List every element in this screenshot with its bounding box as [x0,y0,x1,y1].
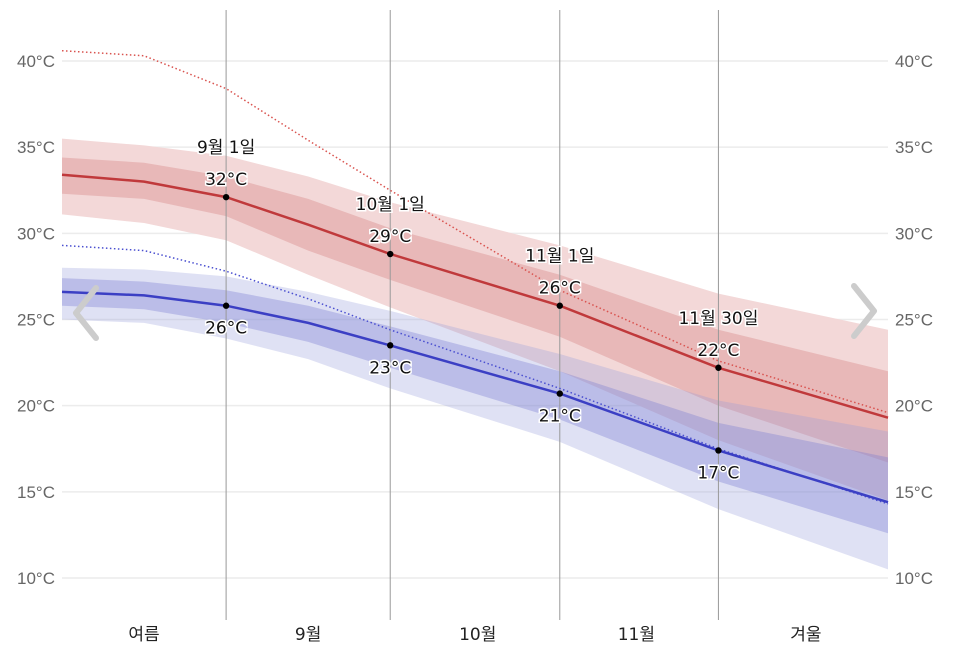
annotation-high: 26°C [539,279,581,299]
annotation-low: 17°C [697,463,739,483]
high-record-line [61,49,889,414]
y-axis-ticks: 10°C 10°C 15°C 15°C 20°C 20°C 25°C 25°C 30°C 30°C… [17,52,933,588]
y-tick-right: 35°C [895,138,933,157]
series-lines [61,49,889,505]
month-labels: 여름 9월 10월 11월 겨울 [128,625,821,645]
low-point [556,390,563,397]
month-label: 10월 [459,625,496,645]
annotation-low: 21°C [539,407,581,427]
bands [62,138,888,570]
y-tick-left: 10°C [17,569,55,588]
annotation-date: 9월 1일 [197,138,255,158]
y-tick-left: 40°C [17,52,55,71]
low-mean-line [61,290,889,504]
annotation-high: 32°C [205,170,247,190]
month-label: 겨울 [790,625,821,645]
low-record-line [61,244,889,505]
high-point [222,193,230,201]
y-tick-left: 35°C [17,138,55,157]
y-tick-right: 30°C [895,224,933,243]
chevron-left-icon[interactable] [73,285,99,341]
high-point [556,302,563,309]
annotation-date: 11월 1일 [525,247,594,267]
date-markers [225,10,719,620]
low-inner-band [62,278,888,534]
y-tick-left: 25°C [17,311,55,330]
low-point [715,447,722,454]
month-label: 9월 [295,625,321,645]
month-label: 11월 [618,625,655,645]
low-point [387,342,394,349]
high-mean-line [61,173,889,419]
high-point [387,250,394,258]
y-tick-left: 20°C [17,397,55,416]
annotation-high: 29°C [369,227,411,247]
high-point [715,364,722,371]
annotation-date: 10월 1일 [356,195,425,215]
annotation-date: 11월 30일 [678,309,758,329]
y-tick-right: 10°C [895,569,933,588]
annotation-low: 26°C [205,319,247,339]
annotation-high: 22°C [697,341,739,361]
month-label: 여름 [128,625,159,645]
y-tick-left: 30°C [17,224,55,243]
chevron-right-icon[interactable] [851,283,877,339]
annotation-low: 23°C [369,358,411,378]
low-outer-band [62,267,888,570]
low-point [222,302,230,309]
annotations: 9월 1일 32°C 26°C 10월 1일 29°C 23°C 11월 1일 26°C 21°… [195,137,759,485]
y-tick-right: 15°C [895,483,933,502]
y-tick-left: 15°C [17,483,55,502]
y-tick-right: 40°C [895,52,933,71]
y-tick-right: 25°C [895,311,933,330]
high-inner-band [62,157,888,463]
y-tick-right: 20°C [895,397,933,416]
